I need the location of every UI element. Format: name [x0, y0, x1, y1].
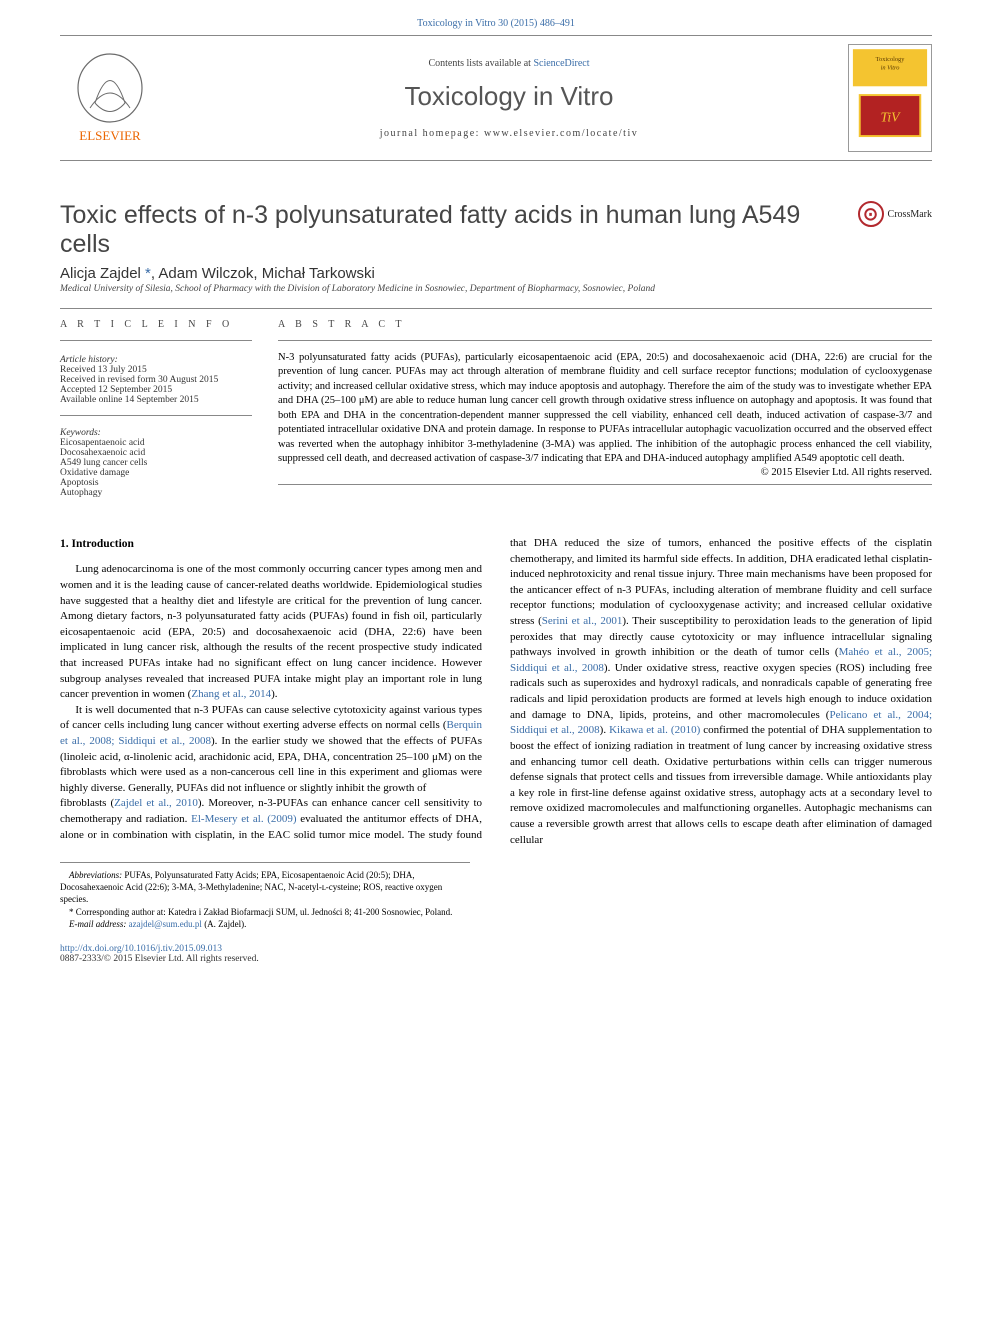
- email-label: E-mail address:: [69, 919, 129, 929]
- citation-link[interactable]: Kikawa et al. (2010): [609, 724, 700, 736]
- sciencedirect-link[interactable]: ScienceDirect: [533, 58, 589, 69]
- abstract-copyright: © 2015 Elsevier Ltd. All rights reserved…: [278, 467, 932, 478]
- svg-text:TiV: TiV: [881, 109, 902, 124]
- body-paragraph: It is well documented that n-3 PUFAs can…: [60, 703, 482, 797]
- journal-header: ELSEVIER Contents lists available at Sci…: [60, 35, 932, 161]
- contents-prefix: Contents lists available at: [428, 58, 533, 69]
- elsevier-logo: ELSEVIER: [60, 48, 160, 148]
- keyword: Docosahexaenoic acid: [60, 448, 252, 458]
- corresponding-marker: *: [145, 265, 151, 282]
- homepage-prefix: journal homepage:: [380, 128, 484, 139]
- citation-link[interactable]: Serini et al., 2001: [542, 615, 623, 627]
- date-accepted: Accepted 12 September 2015: [60, 385, 252, 395]
- citation-link[interactable]: El-Mesery et al. (2009): [191, 813, 296, 825]
- keyword: Oxidative damage: [60, 468, 252, 478]
- abstract-heading: a b s t r a c t: [278, 319, 932, 330]
- doi-link[interactable]: http://dx.doi.org/10.1016/j.tiv.2015.09.…: [60, 944, 932, 954]
- journal-name: Toxicology in Vitro: [170, 81, 848, 112]
- footnotes: Abbreviations: PUFAs, Polyunsaturated Fa…: [60, 862, 470, 930]
- keyword: A549 lung cancer cells: [60, 458, 252, 468]
- crossmark-icon: ⊙: [858, 201, 884, 227]
- contents-available: Contents lists available at ScienceDirec…: [170, 58, 848, 69]
- date-revised: Received in revised form 30 August 2015: [60, 375, 252, 385]
- abstract-text: N-3 polyunsaturated fatty acids (PUFAs),…: [278, 351, 932, 467]
- top-citation: Toxicology in Vitro 30 (2015) 486–491: [0, 0, 992, 35]
- section-heading-intro: 1. Introduction: [60, 536, 482, 552]
- corresponding-author: * Corresponding author at: Katedra i Zak…: [60, 906, 470, 918]
- citation-link[interactable]: Zajdel et al., 2010: [114, 797, 198, 809]
- crossmark-label: CrossMark: [888, 209, 932, 220]
- article-info-column: a r t i c l e i n f o Article history: R…: [60, 309, 270, 508]
- homepage-url[interactable]: www.elsevier.com/locate/tiv: [484, 128, 638, 139]
- keyword: Apoptosis: [60, 478, 252, 488]
- journal-homepage: journal homepage: www.elsevier.com/locat…: [170, 128, 848, 139]
- author-list: Alicja Zajdel *, Adam Wilczok, Michał Ta…: [60, 265, 932, 282]
- issn-copyright: 0887-2333/© 2015 Elsevier Ltd. All right…: [60, 954, 932, 964]
- email-author: (A. Zajdel).: [202, 919, 246, 929]
- article-title: Toxic effects of n-3 polyunsaturated fat…: [60, 201, 838, 259]
- keyword: Autophagy: [60, 488, 252, 498]
- affiliation: Medical University of Silesia, School of…: [60, 284, 932, 294]
- date-received: Received 13 July 2015: [60, 365, 252, 375]
- keyword: Eicosapentaenoic acid: [60, 438, 252, 448]
- svg-text:ELSEVIER: ELSEVIER: [79, 128, 141, 143]
- footer-block: http://dx.doi.org/10.1016/j.tiv.2015.09.…: [60, 944, 932, 964]
- svg-text:in Vitro: in Vitro: [881, 65, 900, 72]
- cover-title: Toxicology: [876, 56, 906, 63]
- email-link[interactable]: azajdel@sum.edu.pl: [129, 919, 202, 929]
- article-info-heading: a r t i c l e i n f o: [60, 319, 252, 330]
- history-label: Article history:: [60, 355, 252, 365]
- journal-cover-thumb: Toxicology in Vitro TiV: [848, 44, 932, 152]
- abstract-column: a b s t r a c t N-3 polyunsaturated fatt…: [270, 309, 932, 508]
- citation-link[interactable]: Zhang et al., 2014: [191, 688, 271, 700]
- keywords-label: Keywords:: [60, 428, 252, 438]
- body-columns: 1. Introduction Lung adenocarcinoma is o…: [60, 536, 932, 848]
- body-paragraph: Lung adenocarcinoma is one of the most c…: [60, 562, 482, 702]
- abbrev-label: Abbreviations:: [69, 870, 122, 880]
- date-online: Available online 14 September 2015: [60, 395, 252, 405]
- crossmark-badge[interactable]: ⊙ CrossMark: [858, 201, 932, 227]
